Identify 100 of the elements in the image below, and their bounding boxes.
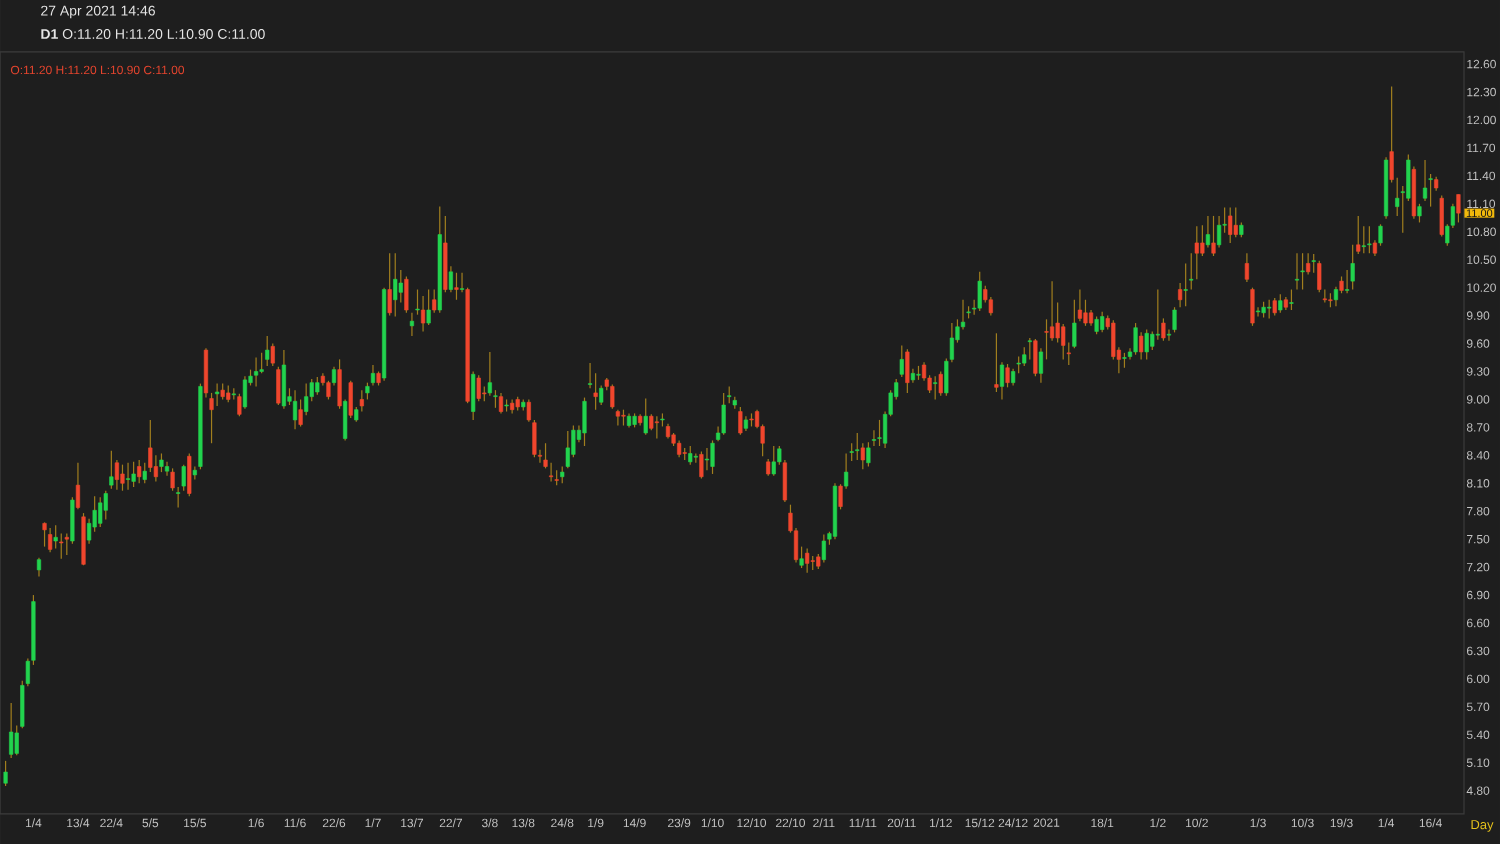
candlestick	[292, 389, 298, 430]
candlestick	[1255, 306, 1261, 318]
candlestick	[1233, 206, 1238, 238]
candlestick	[1244, 252, 1249, 283]
candlestick	[1278, 293, 1283, 314]
candlestick	[1100, 311, 1105, 333]
candlestick	[699, 451, 704, 480]
candlestick	[565, 430, 570, 469]
candlestick	[1367, 225, 1372, 254]
candlestick	[109, 450, 114, 490]
candlestick	[688, 445, 693, 466]
candlestick	[409, 312, 415, 337]
candlestick	[131, 461, 136, 488]
candlestick	[498, 392, 504, 415]
candlestick	[1166, 328, 1172, 342]
candlestick	[1250, 287, 1255, 327]
candlestick	[1044, 318, 1049, 360]
candlestick	[933, 375, 938, 401]
candlestick	[1289, 288, 1294, 311]
candlestick	[977, 271, 982, 312]
candlestick	[582, 396, 587, 447]
candlestick	[1200, 224, 1205, 257]
candlestick	[270, 342, 275, 367]
candlestick	[387, 252, 392, 317]
candlestick	[1317, 260, 1322, 293]
candlestick	[9, 702, 14, 759]
candlestick	[181, 464, 186, 492]
candlestick	[81, 512, 86, 566]
candlestick	[114, 459, 119, 491]
candlestick	[443, 215, 448, 293]
candlestick	[877, 419, 882, 447]
candlestick	[1417, 203, 1422, 224]
candlestick	[398, 269, 403, 304]
candlestick	[125, 462, 131, 491]
candlestick	[1361, 225, 1366, 254]
candlestick	[454, 272, 459, 301]
candlestick	[615, 409, 620, 427]
candlestick	[3, 760, 8, 787]
candlestick	[771, 445, 776, 477]
candlestick	[1422, 159, 1428, 202]
candlestick	[710, 439, 715, 475]
candlestick	[1456, 193, 1461, 224]
candlestick	[476, 374, 481, 402]
candlestick	[64, 532, 69, 556]
candlestick	[120, 464, 125, 492]
candlestick	[938, 370, 943, 397]
candlestick	[59, 532, 64, 560]
candlestick	[610, 383, 615, 410]
candlestick	[242, 375, 248, 410]
candlestick	[426, 288, 431, 326]
candlestick	[420, 295, 426, 333]
candlestick	[98, 496, 103, 528]
candlestick	[254, 356, 259, 387]
candlestick	[159, 452, 164, 473]
candlestick	[1005, 363, 1010, 388]
candlestick	[137, 459, 142, 484]
candlestick	[1144, 328, 1149, 360]
candlestick	[1300, 252, 1305, 291]
candlestick	[1439, 194, 1444, 238]
candlestick	[1155, 288, 1160, 341]
candlestick	[1139, 331, 1144, 360]
candlestick	[1033, 338, 1038, 377]
candlestick	[1211, 215, 1216, 257]
candlestick	[281, 349, 286, 410]
candlestick	[994, 332, 999, 393]
candlestick	[276, 366, 281, 406]
candlestick	[855, 432, 860, 461]
candlestick	[176, 486, 181, 509]
candlestick	[899, 344, 904, 378]
candlestick	[905, 348, 910, 394]
candlestick	[593, 372, 598, 411]
candlestick	[1294, 252, 1300, 291]
candlestick	[48, 527, 53, 553]
candlestick	[103, 490, 108, 521]
candlestick	[1228, 206, 1233, 244]
candlestick	[738, 406, 743, 436]
candlestick	[643, 397, 648, 436]
candlestick	[404, 275, 409, 314]
candlestick	[704, 447, 710, 471]
candlestick	[1133, 322, 1138, 356]
candlestick	[187, 452, 192, 497]
candlestick	[370, 364, 376, 387]
candlestick	[1027, 337, 1032, 360]
candlestick	[42, 521, 47, 548]
candlestick	[721, 392, 726, 436]
candlestick	[1205, 215, 1211, 249]
candlestick	[1172, 306, 1177, 333]
candlestick	[549, 462, 554, 483]
candlestick	[448, 265, 453, 293]
candlestick	[866, 441, 871, 468]
candlestick	[393, 252, 398, 318]
candlestick	[1267, 299, 1272, 319]
candlestick	[359, 389, 364, 413]
candlestick	[805, 547, 810, 574]
candlestick	[1350, 244, 1355, 291]
candlestick	[265, 335, 270, 367]
candlestick	[1216, 215, 1222, 249]
candlestick	[1022, 346, 1027, 367]
candlestick	[654, 415, 659, 440]
candlestick	[36, 557, 42, 578]
